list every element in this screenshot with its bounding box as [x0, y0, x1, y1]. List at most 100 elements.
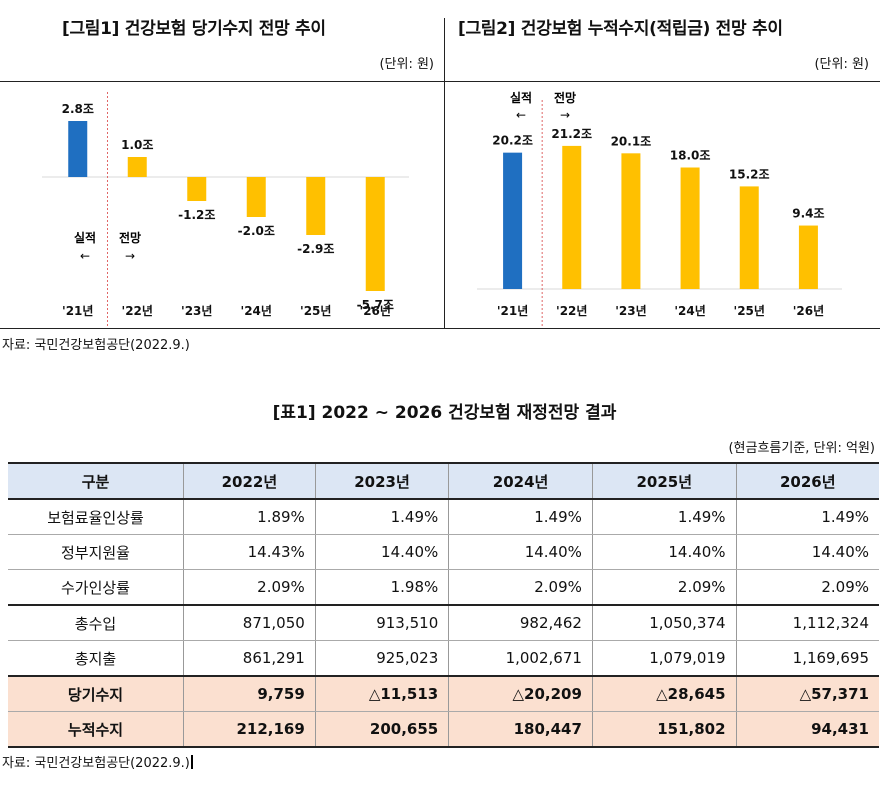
table-cell: 2.09%	[735, 569, 879, 606]
header-cell: 구분	[8, 462, 184, 500]
table-cell: 871,050	[183, 604, 316, 641]
table-row: 수가인상률 2.09% 1.98% 2.09% 2.09% 2.09%	[8, 569, 879, 606]
table-cell: 1.98%	[314, 569, 449, 606]
source-note-bottom-text: 자료: 국민건강보험공단(2022.9.)	[2, 756, 190, 771]
figure2-tick-label: '25년	[734, 304, 765, 318]
figure1-tick-label: '25년	[300, 304, 331, 318]
figure2-data-label: 18.0조	[670, 149, 711, 163]
table-cell: 1,002,671	[448, 640, 593, 677]
header-cell: 2025년	[591, 462, 737, 500]
figure1-unit: (단위: 원)	[379, 57, 434, 72]
table-cell: 1,079,019	[591, 640, 737, 677]
table-cell: △28,645	[591, 675, 737, 712]
table-cell: 9,759	[183, 675, 316, 712]
table-cell: 94,431	[735, 711, 879, 748]
table-cell: 925,023	[314, 640, 449, 677]
table-cell: 2.09%	[591, 569, 737, 606]
table-cell: △11,513	[314, 675, 449, 712]
source-note-bottom: 자료: 국민건강보험공단(2022.9.)	[2, 752, 193, 771]
figure2-tick-label: '23년	[615, 304, 646, 318]
table-cell: 14.40%	[314, 534, 449, 570]
figure2-arrow-left: ←	[516, 108, 526, 122]
figure1-data-label: 1.0조	[121, 138, 153, 152]
figure2-bar	[562, 145, 582, 289]
figure1-arrow-left: ←	[80, 249, 90, 263]
figure2-title: [그림2] 건강보험 누적수지(적립금) 전망 추이	[458, 19, 783, 39]
table-row: 정부지원율 14.43% 14.40% 14.40% 14.40% 14.40%	[8, 534, 879, 570]
table-cell: 1,050,374	[591, 604, 737, 641]
table-cell: 1,169,695	[735, 640, 879, 677]
row-label: 당기수지	[8, 675, 184, 712]
figure1-data-label: -1.2조	[178, 208, 215, 222]
figure-bottom-border	[0, 328, 880, 329]
table-cell: 212,169	[183, 711, 316, 748]
figure2-bar	[503, 152, 523, 289]
table-title: [표1] 2022 ~ 2026 건강보험 재정전망 결과	[272, 403, 617, 423]
row-label: 누적수지	[8, 711, 184, 748]
row-label: 정부지원율	[8, 534, 184, 570]
table-unit: (현금흐름기준, 단위: 억원)	[728, 441, 875, 456]
figure2-data-label: 15.2조	[729, 167, 770, 181]
figure2-bar	[739, 186, 759, 289]
finance-table: 구분 2022년 2023년 2024년 2025년 2026년 보험료율인상률…	[8, 462, 879, 748]
figure-column-divider	[444, 18, 445, 328]
figure2-tick-label: '24년	[674, 304, 705, 318]
figure1-tick-label: '24년	[241, 304, 272, 318]
table-cell: 1.49%	[735, 499, 879, 535]
figure2-arrow-right: →	[560, 108, 570, 122]
table-cell: 1.49%	[314, 499, 449, 535]
figure2-tick-label: '22년	[556, 304, 587, 318]
figure2-marker-actual: 실적	[510, 90, 532, 105]
figure1-tick-label: '21년	[62, 304, 93, 318]
figure1-data-label: -2.9조	[297, 242, 334, 256]
figure2-bar	[621, 153, 641, 289]
table-row-highlight: 누적수지 212,169 200,655 180,447 151,802 94,…	[8, 711, 879, 748]
header-cell: 2023년	[314, 462, 449, 500]
figure2-bar	[680, 167, 700, 289]
table-cell: 861,291	[183, 640, 316, 677]
text-cursor	[190, 755, 193, 769]
table-cell: 14.40%	[735, 534, 879, 570]
figure1-bar	[68, 121, 88, 177]
table-header-row: 구분 2022년 2023년 2024년 2025년 2026년	[8, 462, 879, 500]
figure1-bar	[127, 157, 147, 177]
table-cell: △57,371	[735, 675, 879, 712]
figure2-chart: 20.2조 '21년 21.2조 '22년 20.1조 '23년 18.0조 '24년 15.2…	[477, 90, 842, 327]
figure1-bar	[365, 177, 385, 291]
figure2-data-label: 9.4조	[792, 207, 824, 221]
table-cell: 1,112,324	[735, 604, 879, 641]
table-row: 총지출 861,291 925,023 1,002,671 1,079,019 …	[8, 640, 879, 677]
table-cell: 2.09%	[183, 569, 316, 606]
figure1-arrow-right: →	[125, 249, 135, 263]
row-label: 총지출	[8, 640, 184, 677]
table-cell: 14.40%	[591, 534, 737, 570]
figure1-title: [그림1] 건강보험 당기수지 전망 추이	[62, 19, 326, 39]
source-note-top: 자료: 국민건강보험공단(2022.9.)	[2, 338, 190, 353]
header-cell: 2026년	[735, 462, 879, 500]
figure1-bar	[306, 177, 326, 235]
table-cell: 200,655	[314, 711, 449, 748]
row-label: 보험료율인상률	[8, 499, 184, 535]
figure-header-divider	[0, 81, 880, 82]
table-cell: 151,802	[591, 711, 737, 748]
table-cell: △20,209	[448, 675, 593, 712]
figure1-tick-label: '26년	[360, 304, 391, 318]
figure1-tick-label: '22년	[122, 304, 153, 318]
table-cell: 913,510	[314, 604, 449, 641]
row-label: 총수입	[8, 604, 184, 641]
figure1-marker-actual: 실적	[74, 230, 96, 245]
header-cell: 2024년	[448, 462, 593, 500]
header-cell: 2022년	[183, 462, 316, 500]
table-cell: 14.40%	[448, 534, 593, 570]
figure2-data-label: 20.1조	[611, 134, 652, 148]
figure1-chart: 2.8조 '21년 1.0조 '22년 -1.2조 '23년 -2.0조 '24년 -2.9조 '…	[42, 92, 409, 327]
table-cell: 1.49%	[448, 499, 593, 535]
figure2-marker-forecast: 전망	[554, 90, 576, 105]
figure1-bar	[187, 177, 207, 201]
figure1-data-label: 2.8조	[62, 102, 94, 116]
figure1-tick-label: '23년	[181, 304, 212, 318]
table-row-highlight: 당기수지 9,759 △11,513 △20,209 △28,645 △57,3…	[8, 675, 879, 712]
table-cell: 2.09%	[448, 569, 593, 606]
table-cell: 1.49%	[591, 499, 737, 535]
table-cell: 14.43%	[183, 534, 316, 570]
